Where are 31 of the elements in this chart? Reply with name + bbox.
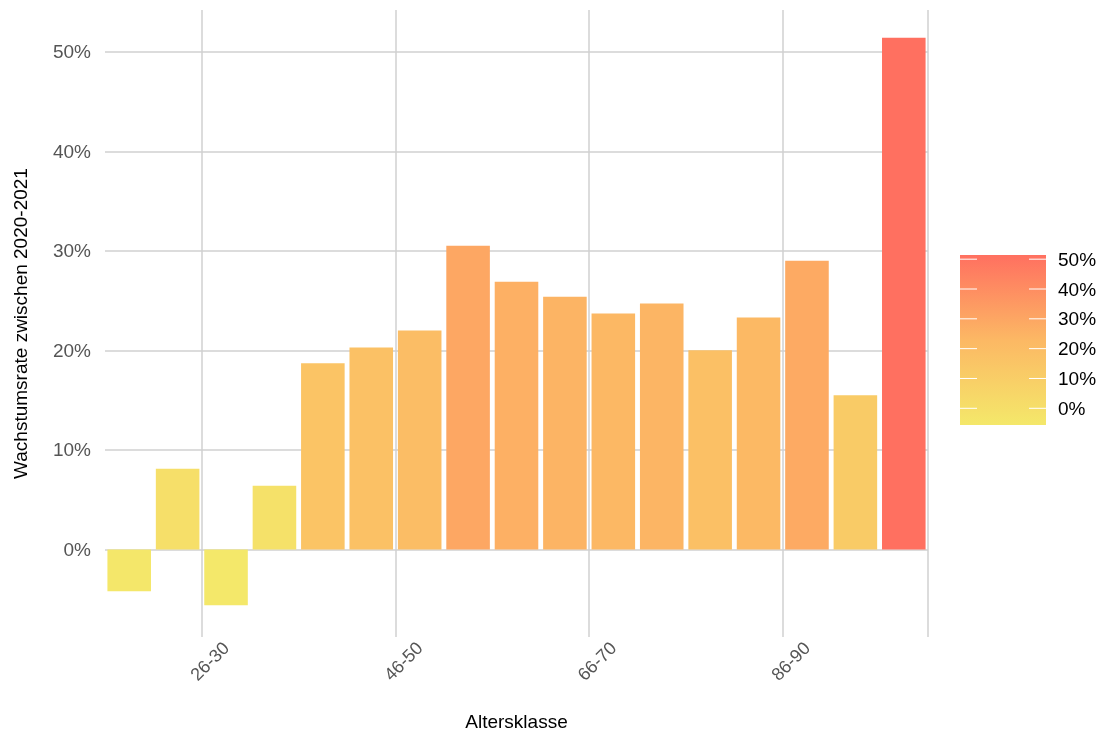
color-bar-label: 40% bbox=[1058, 278, 1097, 300]
bar bbox=[446, 245, 490, 550]
color-bar-label: 0% bbox=[1058, 397, 1086, 419]
bar bbox=[204, 549, 248, 606]
bar bbox=[494, 281, 539, 550]
bar bbox=[397, 330, 442, 550]
bar bbox=[155, 468, 200, 550]
y-tick-label: 40% bbox=[52, 140, 92, 162]
bar bbox=[785, 260, 829, 550]
bar bbox=[736, 317, 781, 550]
bar bbox=[107, 549, 151, 592]
bar bbox=[639, 303, 684, 550]
bar bbox=[349, 347, 394, 550]
y-tick-label: 50% bbox=[52, 41, 92, 63]
bar bbox=[833, 395, 878, 550]
color-bar-label: 20% bbox=[1058, 338, 1097, 360]
bar bbox=[882, 37, 926, 550]
bar bbox=[301, 363, 345, 550]
color-bar-label: 10% bbox=[1058, 367, 1097, 389]
bar bbox=[591, 313, 636, 550]
color-bar-label: 30% bbox=[1058, 308, 1097, 330]
y-tick-label: 30% bbox=[52, 240, 92, 262]
bar bbox=[252, 485, 297, 550]
x-axis-title: Altersklasse bbox=[465, 711, 568, 732]
y-tick-label: 10% bbox=[52, 439, 92, 461]
y-axis-title: Wachstumsrate zwischen 2020-2021 bbox=[10, 168, 31, 479]
bar bbox=[543, 296, 587, 550]
bar bbox=[688, 350, 732, 550]
color-bar-label: 50% bbox=[1058, 248, 1097, 270]
y-tick-label: 0% bbox=[63, 538, 92, 560]
y-tick-label: 20% bbox=[52, 339, 92, 361]
